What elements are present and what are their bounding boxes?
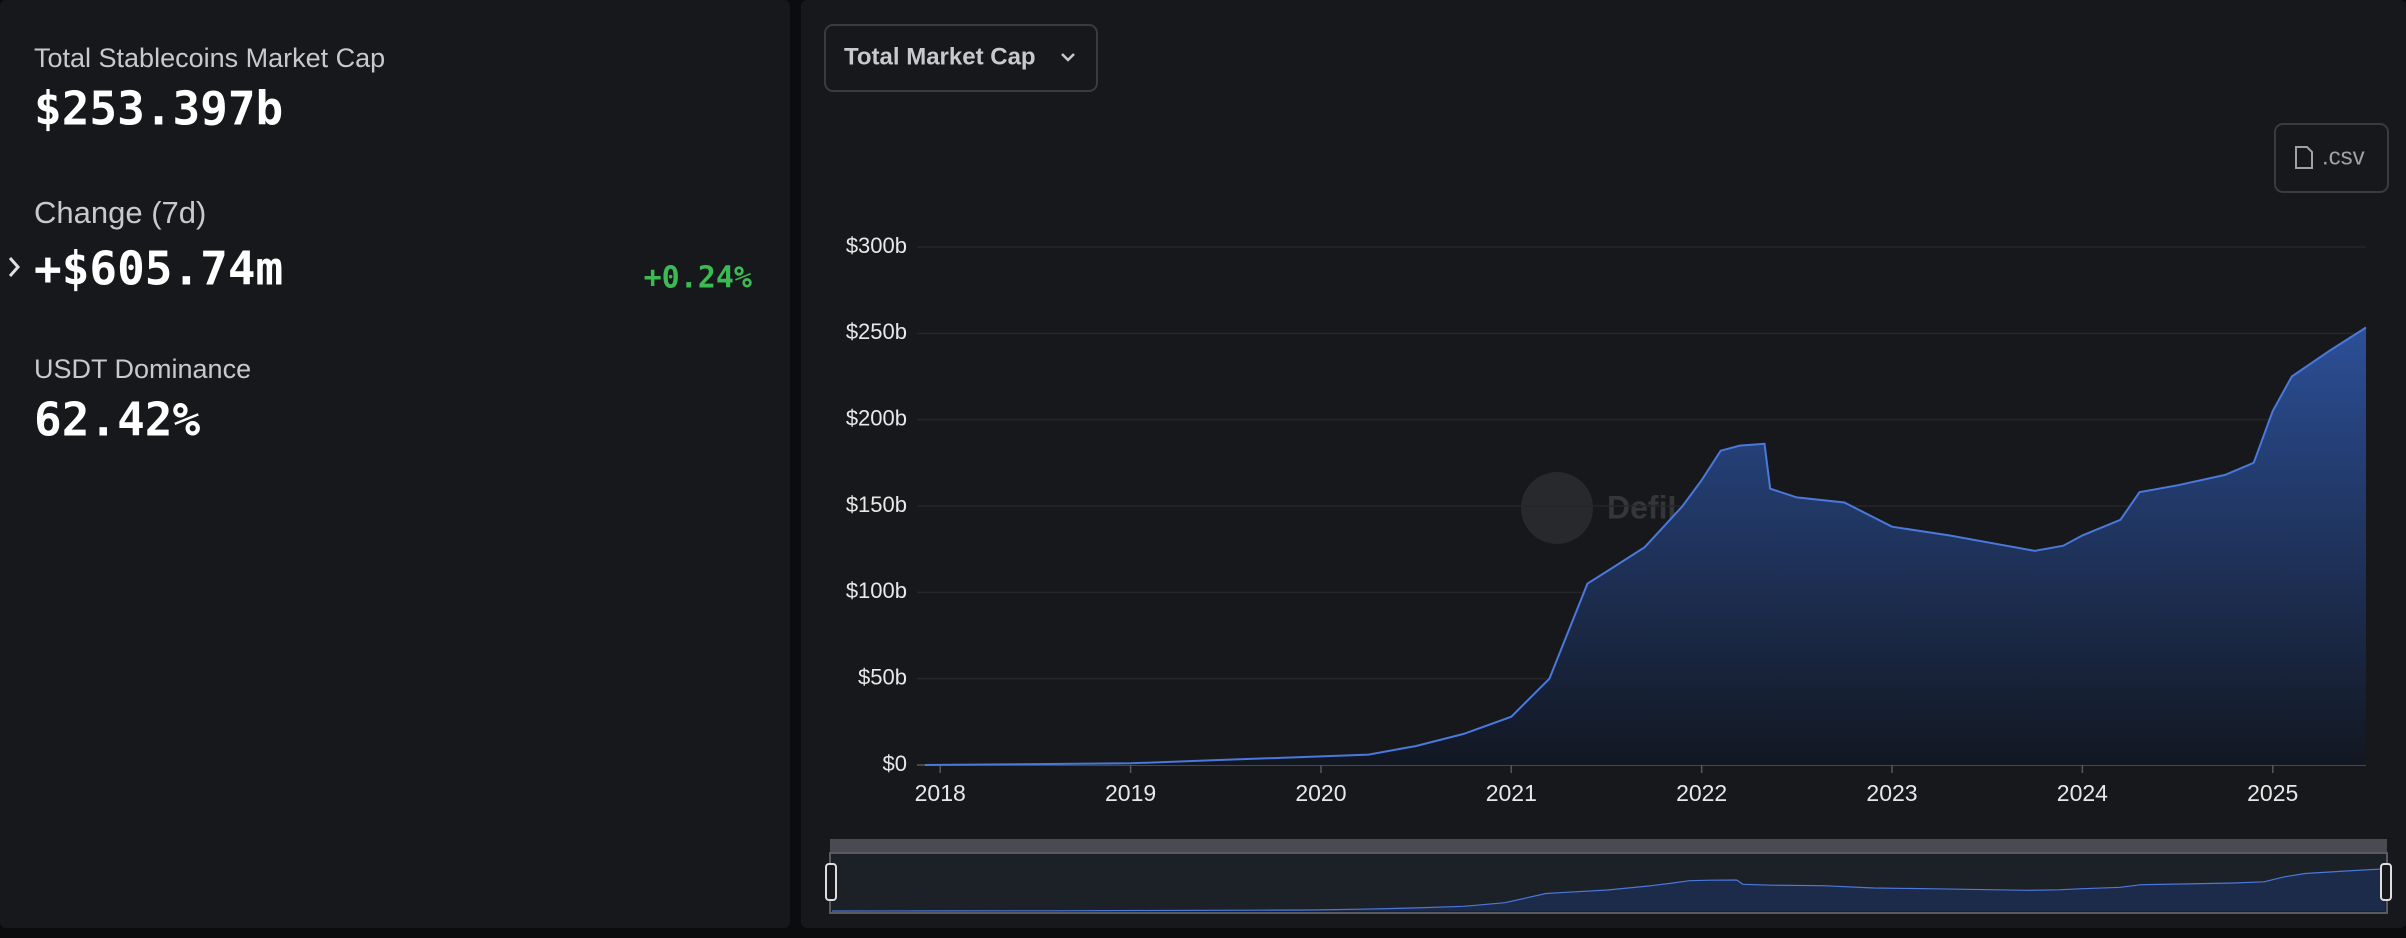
- y-tick-label: $100b: [846, 578, 907, 603]
- y-tick-label: $50b: [858, 664, 907, 689]
- navigator-area: [832, 868, 2385, 911]
- stat-value: 62.42%: [34, 393, 200, 447]
- y-tick-label: $0: [883, 751, 907, 776]
- dropdown-label: Total Market Cap: [844, 43, 1036, 70]
- area: [925, 327, 2366, 765]
- expand-chevron[interactable]: [8, 257, 21, 277]
- navigator-bar[interactable]: [830, 839, 2387, 853]
- stat-change: +0.24%: [644, 261, 752, 296]
- line: [924, 326, 2367, 766]
- stat-value: +$605.74m: [34, 242, 283, 296]
- x-tick-label: 2019: [1105, 780, 1156, 806]
- chart-panel: [801, 0, 2406, 928]
- navigator-handle[interactable]: [2380, 863, 2392, 901]
- x-tick-label: 2023: [1866, 780, 1917, 806]
- x-tick-label: 2021: [1486, 780, 1537, 806]
- y-tick-label: $300b: [846, 233, 907, 258]
- y-tick-label: $250b: [846, 319, 907, 344]
- dropdown[interactable]: [824, 24, 1098, 92]
- x-tick-label: 2024: [2057, 780, 2108, 806]
- dropdown-chevron: [1061, 53, 1075, 62]
- stat-label: Total Stablecoins Market Cap: [34, 43, 385, 73]
- watermark-logo: [1521, 472, 1593, 544]
- x-tick-label: 2025: [2247, 780, 2298, 806]
- y-tick-label: $150b: [846, 492, 907, 517]
- stat-label: USDT Dominance: [34, 354, 251, 384]
- csv-button[interactable]: [2274, 123, 2389, 193]
- x-tick-label: 2020: [1295, 780, 1346, 806]
- stat-value: $253.397b: [34, 82, 283, 136]
- stats-panel: [0, 0, 790, 928]
- stat-label: Change (7d): [34, 195, 206, 230]
- y-tick-label: $200b: [846, 405, 907, 430]
- csv-label: .csv: [2322, 143, 2365, 170]
- file-icon: [2295, 146, 2313, 169]
- x-tick-label: 2022: [1676, 780, 1727, 806]
- navigator-handle[interactable]: [825, 863, 837, 901]
- x-tick-label: 2018: [915, 780, 966, 806]
- navigator-line: [831, 868, 2386, 912]
